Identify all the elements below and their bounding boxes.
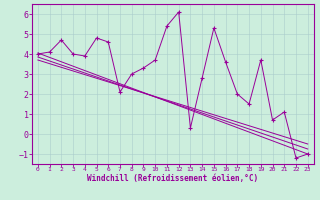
X-axis label: Windchill (Refroidissement éolien,°C): Windchill (Refroidissement éolien,°C) (87, 174, 258, 183)
